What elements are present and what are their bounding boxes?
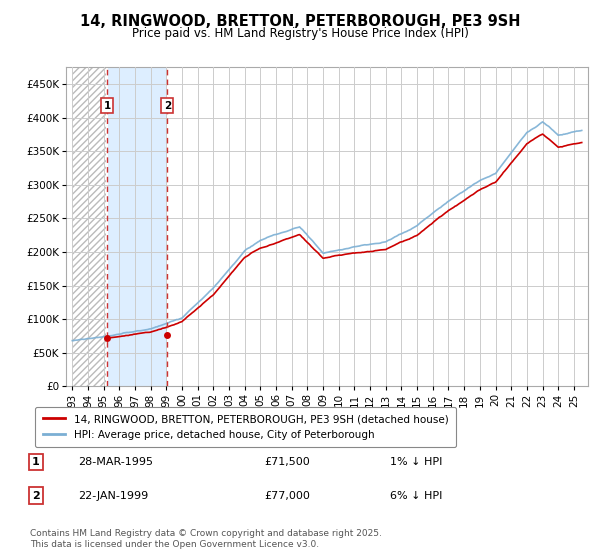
- Text: 6% ↓ HPI: 6% ↓ HPI: [390, 491, 442, 501]
- Text: 2: 2: [32, 491, 40, 501]
- Text: £77,000: £77,000: [264, 491, 310, 501]
- Text: 1: 1: [32, 457, 40, 467]
- Text: 1: 1: [104, 100, 111, 110]
- Text: £71,500: £71,500: [264, 457, 310, 467]
- Text: 14, RINGWOOD, BRETTON, PETERBOROUGH, PE3 9SH: 14, RINGWOOD, BRETTON, PETERBOROUGH, PE3…: [80, 14, 520, 29]
- Text: 1% ↓ HPI: 1% ↓ HPI: [390, 457, 442, 467]
- Text: 2: 2: [164, 100, 171, 110]
- Text: 28-MAR-1995: 28-MAR-1995: [78, 457, 153, 467]
- Text: 22-JAN-1999: 22-JAN-1999: [78, 491, 148, 501]
- Text: Price paid vs. HM Land Registry's House Price Index (HPI): Price paid vs. HM Land Registry's House …: [131, 27, 469, 40]
- Text: Contains HM Land Registry data © Crown copyright and database right 2025.
This d: Contains HM Land Registry data © Crown c…: [30, 529, 382, 549]
- Legend: 14, RINGWOOD, BRETTON, PETERBOROUGH, PE3 9SH (detached house), HPI: Average pric: 14, RINGWOOD, BRETTON, PETERBOROUGH, PE3…: [35, 407, 456, 447]
